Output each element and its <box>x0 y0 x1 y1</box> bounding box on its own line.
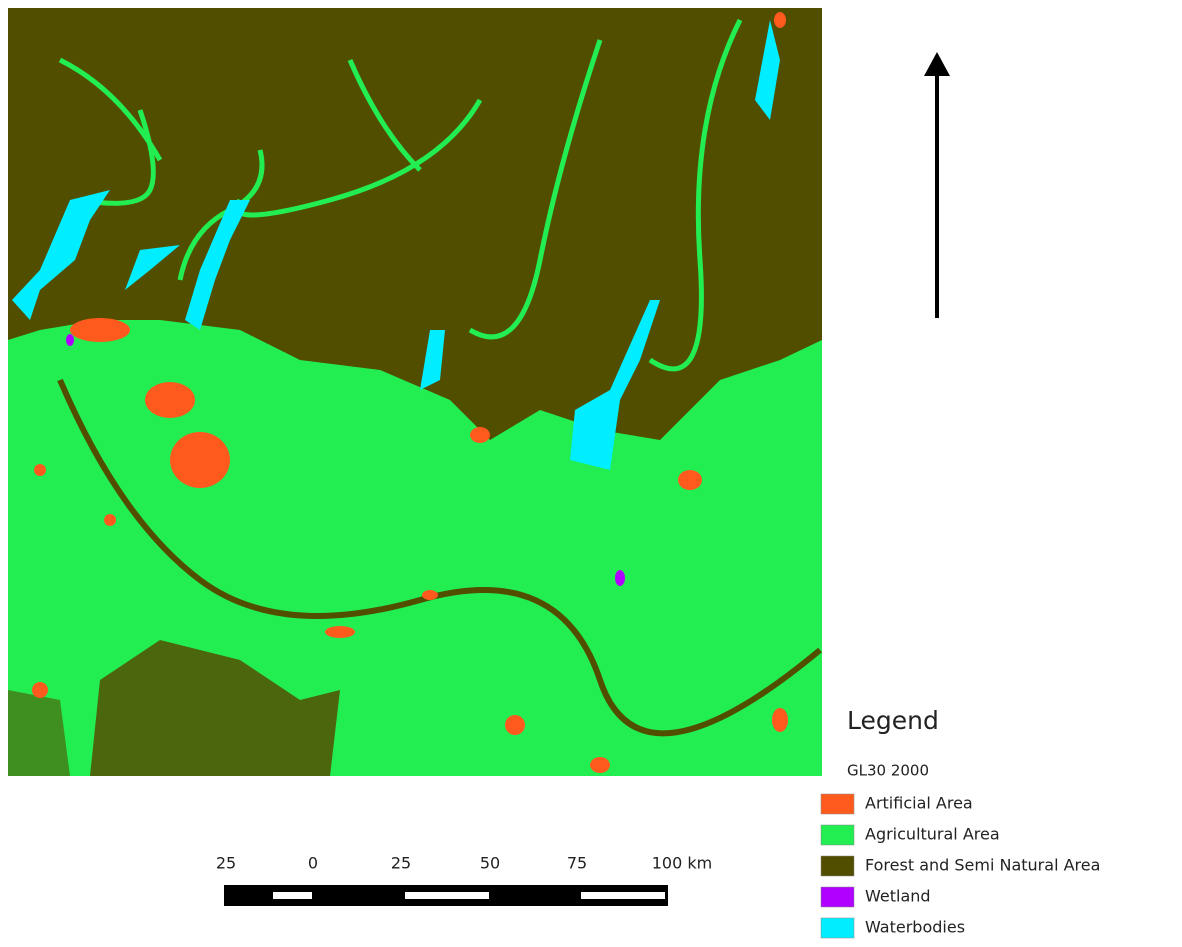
legend-subtitle: GL30 2000 <box>847 762 929 780</box>
legend: Legend GL30 2000 Artificial Area Agricult… <box>821 706 1100 938</box>
legend-label: Forest and Semi Natural Area <box>865 856 1100 875</box>
scale-label: 0 <box>308 854 318 873</box>
north-arrow <box>924 52 950 318</box>
map <box>8 8 822 776</box>
legend-title: Legend <box>847 706 939 735</box>
legend-swatch <box>821 825 854 845</box>
page: 25 0 25 50 75 100 km Legend GL30 2000 Artific… <box>0 0 1182 943</box>
scale-label: 100 km <box>652 854 712 873</box>
scale-label: 75 <box>567 854 587 873</box>
legend-swatch <box>821 794 854 814</box>
scale-label: 50 <box>480 854 500 873</box>
legend-swatch <box>821 856 854 876</box>
legend-label: Artificial Area <box>865 794 973 813</box>
scale-label: 25 <box>391 854 411 873</box>
legend-swatch <box>821 918 854 938</box>
legend-label: Agricultural Area <box>865 825 1000 844</box>
legend-swatch <box>821 887 854 907</box>
legend-label: Waterbodies <box>865 918 965 937</box>
scale-label: 25 <box>216 854 236 873</box>
legend-label: Wetland <box>865 887 931 906</box>
scale-bar: 25 0 25 50 75 100 km <box>216 854 712 907</box>
